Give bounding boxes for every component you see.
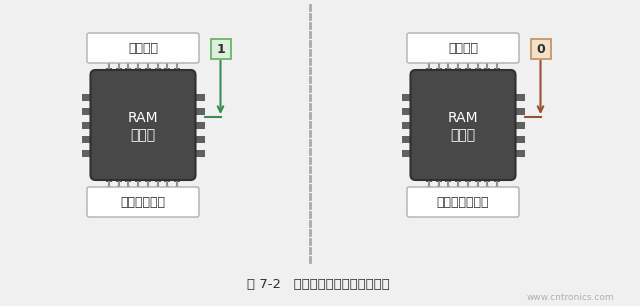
Bar [125,175,131,182]
Bar [426,175,432,182]
Bar [106,68,112,75]
Bar [465,68,471,75]
Bar [174,175,180,182]
Text: 1: 1 [216,43,225,55]
Bar [511,121,525,129]
Bar [401,150,415,156]
Bar [81,150,95,156]
Bar [155,68,161,75]
Bar [455,175,461,182]
Bar [116,175,122,182]
FancyBboxPatch shape [407,187,519,217]
Bar [445,175,451,182]
Bar [164,175,170,182]
Bar [191,121,205,129]
Bar [81,121,95,129]
Text: 单元地址: 单元地址 [128,42,158,54]
Text: 0: 0 [536,43,545,55]
Bar [511,107,525,114]
Text: 写模式: 写模式 [131,128,156,142]
Text: 读模式: 读模式 [451,128,476,142]
Bar [475,68,481,75]
Bar [401,121,415,129]
Bar [106,175,112,182]
Bar [445,68,451,75]
FancyBboxPatch shape [407,33,519,63]
Bar [125,68,131,75]
Bar [145,175,151,182]
Text: RAM: RAM [128,111,158,125]
Bar [81,94,95,100]
Bar [401,136,415,143]
FancyBboxPatch shape [90,70,195,180]
Text: 单元地址: 单元地址 [448,42,478,54]
Bar [401,94,415,100]
Bar [174,68,180,75]
Bar [494,175,500,182]
Bar [511,136,525,143]
Text: www.cntronics.com: www.cntronics.com [526,293,614,303]
FancyBboxPatch shape [211,39,230,59]
Bar [475,175,481,182]
Text: 图 7-2   存储器包括读模式与写模式: 图 7-2 存储器包括读模式与写模式 [246,278,389,290]
Bar [436,68,442,75]
FancyBboxPatch shape [531,39,550,59]
Bar [191,150,205,156]
Text: RAM: RAM [448,111,478,125]
Bar [135,68,141,75]
Bar [465,175,471,182]
Bar [436,175,442,182]
Bar [494,68,500,75]
Bar [116,68,122,75]
Bar [81,136,95,143]
Text: 单元的新数据: 单元的新数据 [120,196,166,208]
Bar [484,68,490,75]
Bar [135,175,141,182]
Bar [511,94,525,100]
Text: 单元的当前数据: 单元的当前数据 [436,196,489,208]
Bar [145,68,151,75]
Bar [401,107,415,114]
FancyBboxPatch shape [410,70,515,180]
Bar [191,107,205,114]
Bar [484,175,490,182]
Bar [155,175,161,182]
FancyBboxPatch shape [87,187,199,217]
Bar [191,94,205,100]
Bar [426,68,432,75]
Bar [455,68,461,75]
FancyBboxPatch shape [87,33,199,63]
Bar [81,107,95,114]
Bar [511,150,525,156]
Bar [191,136,205,143]
Bar [164,68,170,75]
